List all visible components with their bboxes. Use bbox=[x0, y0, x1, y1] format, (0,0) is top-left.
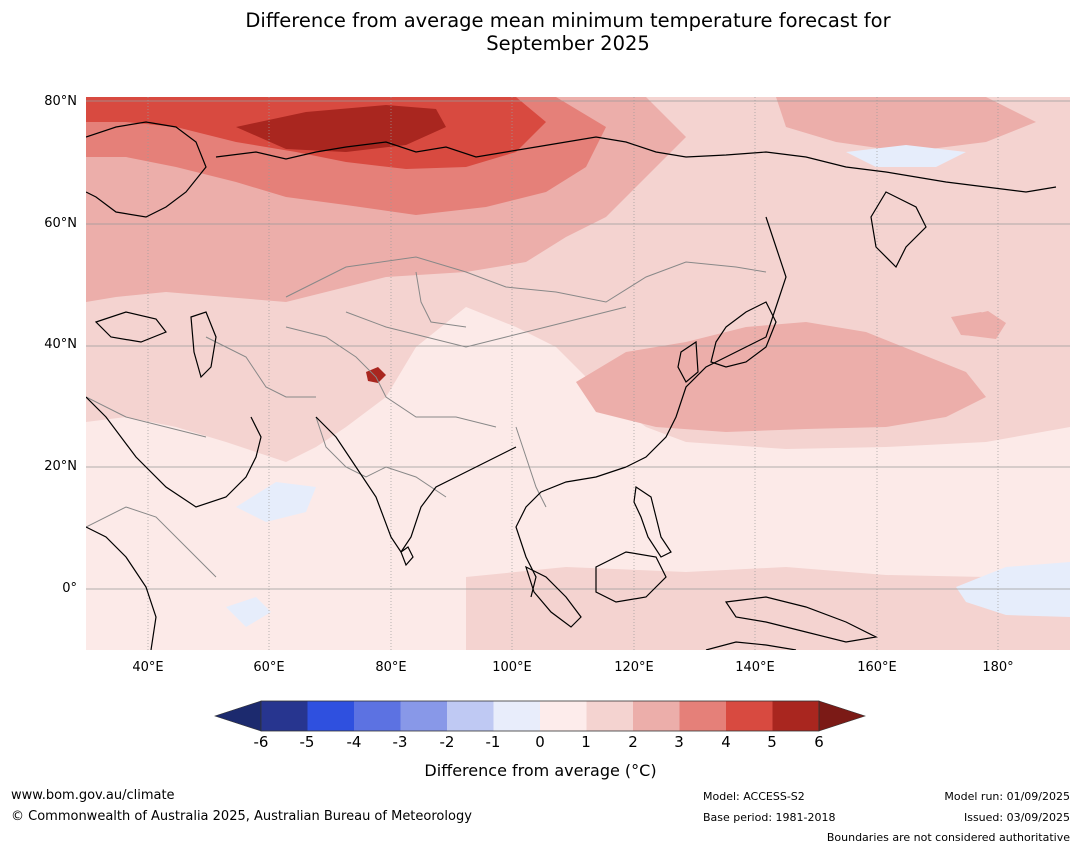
colorbar-segment-6 bbox=[540, 701, 587, 731]
colorbar-under-arrow bbox=[214, 700, 262, 732]
footer-copyright: © Commonwealth of Australia 2025, Austra… bbox=[11, 809, 472, 824]
lon-label-60e: 60°E bbox=[253, 660, 285, 675]
coast-caspian bbox=[190, 311, 217, 379]
colorbar-tick-1: -5 bbox=[299, 733, 315, 751]
colorbar-tick-12: 6 bbox=[814, 733, 824, 751]
colorbar-segment-11 bbox=[772, 701, 819, 731]
colorbar-over-arrow bbox=[818, 700, 866, 732]
coast-sri-lanka bbox=[400, 546, 414, 567]
colorbar-tick-0: -6 bbox=[253, 733, 269, 751]
map-gridlines bbox=[86, 97, 1070, 650]
colorbar-segment-0 bbox=[261, 701, 308, 731]
lon-label-80e: 80°E bbox=[375, 660, 407, 675]
colorbar-frame bbox=[260, 700, 820, 732]
colorbar-tick-9: 3 bbox=[674, 733, 684, 751]
lon-label-140e: 140°E bbox=[735, 660, 775, 675]
colorbar-tick-7: 1 bbox=[581, 733, 591, 751]
colorbar-segment-10 bbox=[726, 701, 773, 731]
footer-url: www.bom.gov.au/climate bbox=[11, 788, 175, 803]
colorbar-tick-8: 2 bbox=[628, 733, 638, 751]
lat-label-0: 0° bbox=[62, 581, 77, 596]
colorbar-tick-10: 4 bbox=[721, 733, 731, 751]
coast-pacific-russia bbox=[625, 216, 787, 468]
anomaly-zone-5-6-hotspot bbox=[366, 367, 386, 383]
colorbar-tick-5: -1 bbox=[485, 733, 501, 751]
colorbar-segment-2 bbox=[354, 701, 401, 731]
footer-model: Model: ACCESS-S2 bbox=[703, 790, 805, 803]
colorbar-tick-6: 0 bbox=[535, 733, 545, 751]
colorbar-segment-5 bbox=[493, 701, 540, 731]
coast-kamchatka bbox=[870, 191, 927, 269]
anomaly-zone-neg1-0-bering bbox=[846, 145, 966, 167]
colorbar-tick-11: 5 bbox=[767, 733, 777, 751]
colorbar-segment-1 bbox=[307, 701, 354, 731]
anomaly-zone-2-3-ne-pacific bbox=[776, 97, 1036, 152]
colorbar-tick-3: -3 bbox=[392, 733, 408, 751]
chart-title: Difference from average mean minimum tem… bbox=[0, 9, 1081, 55]
anomaly-zone-1-2-equator bbox=[466, 567, 1070, 650]
anomaly-zone-5-6 bbox=[236, 105, 446, 152]
coast-borneo bbox=[595, 551, 667, 603]
colorbar-segment-7 bbox=[586, 701, 633, 731]
coast-arabia bbox=[86, 396, 262, 508]
anomaly-zone-2-3-east bbox=[576, 322, 986, 432]
coast-philippines bbox=[633, 485, 672, 558]
colorbar-svg bbox=[214, 700, 866, 732]
coast-new-guinea bbox=[724, 596, 878, 643]
coast-black-sea bbox=[94, 311, 167, 343]
lon-label-40e: 40°E bbox=[132, 660, 164, 675]
colorbar bbox=[214, 700, 868, 736]
lat-label-40n: 40°N bbox=[44, 337, 77, 352]
coast-korea bbox=[677, 340, 699, 383]
colorbar-label: Difference from average (°C) bbox=[424, 761, 657, 780]
footer-model-run: Model run: 01/09/2025 bbox=[944, 790, 1070, 803]
title-line-2: September 2025 bbox=[486, 32, 650, 55]
coast-japan bbox=[710, 301, 777, 368]
colorbar-segment-3 bbox=[400, 701, 447, 731]
colorbar-segment-4 bbox=[447, 701, 494, 731]
colorbar-segment-8 bbox=[633, 701, 680, 731]
lon-label-100e: 100°E bbox=[492, 660, 532, 675]
lon-label-120e: 120°E bbox=[614, 660, 654, 675]
colorbar-segments bbox=[261, 701, 819, 731]
coastlines bbox=[86, 121, 1057, 650]
coast-india bbox=[315, 416, 517, 554]
colorbar-tick-2: -4 bbox=[346, 733, 362, 751]
footer-disclaimer: Boundaries are not considered authoritat… bbox=[826, 831, 1070, 844]
lat-label-60n: 60°N bbox=[44, 216, 77, 231]
colorbar-segment-9 bbox=[679, 701, 726, 731]
anomaly-zone-neg1-0-arabian-sea bbox=[236, 482, 316, 522]
country-borders bbox=[86, 256, 767, 578]
coast-africa-east bbox=[86, 526, 157, 650]
coast-australia-north bbox=[705, 641, 797, 650]
anomaly-zone-neg1-0-indian-ocean bbox=[226, 597, 271, 627]
title-line-1: Difference from average mean minimum tem… bbox=[245, 9, 891, 32]
lon-label-180: 180° bbox=[982, 660, 1014, 675]
lat-label-20n: 20°N bbox=[44, 459, 77, 474]
anomaly-zone-2-3-blob-b bbox=[954, 311, 1006, 339]
coast-sumatra bbox=[524, 565, 582, 628]
footer-base-period: Base period: 1981-2018 bbox=[703, 811, 836, 824]
footer-issued: Issued: 03/09/2025 bbox=[963, 811, 1070, 824]
forecast-map bbox=[86, 97, 1070, 650]
anomaly-zone-neg1-0-east-pacific bbox=[956, 562, 1070, 617]
colorbar-tick-4: -2 bbox=[439, 733, 455, 751]
coast-scandinavia bbox=[86, 121, 207, 218]
coast-arctic-russia bbox=[215, 136, 1057, 193]
lon-label-160e: 160°E bbox=[857, 660, 897, 675]
map-svg bbox=[86, 97, 1070, 650]
lat-label-80n: 80°N bbox=[44, 94, 77, 109]
